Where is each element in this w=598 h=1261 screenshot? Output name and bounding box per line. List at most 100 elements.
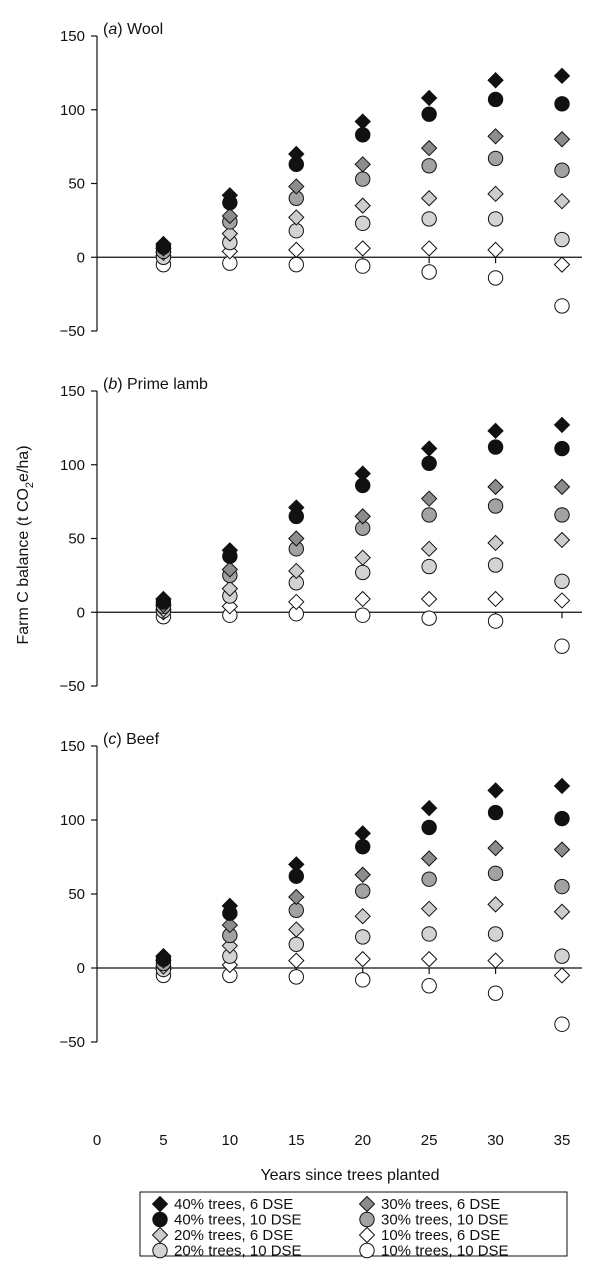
data-point-s20-10 bbox=[421, 926, 437, 942]
data-point-s10-6 bbox=[420, 240, 438, 257]
data-point-s40-6 bbox=[288, 145, 305, 163]
data-point-s20-10 bbox=[554, 948, 570, 964]
data-point-s40-10 bbox=[487, 439, 504, 455]
data-point-s30-6 bbox=[420, 850, 438, 867]
data-point-s20-6 bbox=[288, 562, 305, 580]
legend-label: 20% trees, 6 DSE bbox=[174, 1227, 293, 1244]
data-point-s40-10 bbox=[355, 838, 371, 855]
x-tick-label: 5 bbox=[159, 1132, 167, 1149]
y-tick-label: 0 bbox=[77, 249, 85, 266]
legend: 40% trees, 6 DSE 30% trees, 6 DSE 40% tree… bbox=[139, 1191, 568, 1260]
data-point-s30-6 bbox=[487, 478, 504, 496]
data-point-s40-6 bbox=[288, 856, 305, 873]
data-point-s20-10 bbox=[355, 929, 371, 945]
y-tick-label: 100 bbox=[60, 812, 85, 829]
data-point-s30-10 bbox=[487, 150, 504, 167]
panel-c: 150 100 50 0 −50 (c) Beef bbox=[60, 731, 582, 1051]
data-point-s20-10 bbox=[487, 926, 504, 942]
data-point-s20-10 bbox=[355, 215, 371, 232]
data-point-s10-6 bbox=[354, 240, 371, 257]
data-point-s20-10 bbox=[288, 936, 304, 953]
data-point-s10-6 bbox=[487, 241, 504, 259]
data-point-s10-10 bbox=[355, 258, 371, 274]
data-point-s20-6 bbox=[487, 896, 504, 913]
data-point-s30-6 bbox=[221, 561, 239, 578]
data-point-s10-6 bbox=[354, 590, 371, 608]
data-point-s30-10 bbox=[421, 158, 437, 174]
data-point-s20-6 bbox=[354, 197, 371, 214]
data-point-s10-6 bbox=[288, 241, 305, 259]
x-tick-label: 0 bbox=[93, 1132, 101, 1149]
legend-marker-s10-10 bbox=[359, 1242, 375, 1259]
x-tick-label: 25 bbox=[421, 1132, 438, 1149]
data-point-s30-10 bbox=[355, 883, 371, 899]
y-tick-label: 50 bbox=[68, 531, 85, 548]
data-point-s30-6 bbox=[553, 841, 571, 858]
data-point-s40-10 bbox=[554, 440, 570, 457]
legend-label: 40% trees, 10 DSE bbox=[174, 1212, 302, 1229]
data-point-s30-6 bbox=[221, 207, 239, 225]
data-point-s40-6 bbox=[288, 499, 305, 516]
data-point-s30-10 bbox=[421, 871, 437, 887]
y-tick-label: 150 bbox=[60, 738, 85, 755]
data-point-s30-10 bbox=[288, 902, 304, 918]
data-point-s40-6 bbox=[487, 782, 504, 799]
data-point-s30-6 bbox=[553, 478, 571, 496]
panel-a: 150 100 50 0 −50 (a) Wool bbox=[60, 21, 582, 340]
y-tick-label: 0 bbox=[77, 960, 85, 977]
data-point-s40-6 bbox=[487, 72, 504, 89]
legend-label: 20% trees, 10 DSE bbox=[174, 1243, 302, 1260]
panel-title: (c) Beef bbox=[103, 731, 160, 748]
data-point-s20-10 bbox=[487, 557, 504, 573]
legend-marker-s10-6 bbox=[358, 1226, 376, 1244]
data-point-s40-6 bbox=[155, 590, 172, 608]
data-point-s10-6 bbox=[420, 590, 438, 608]
legend-label: 30% trees, 10 DSE bbox=[381, 1212, 509, 1229]
data-point-s20-6 bbox=[487, 185, 504, 203]
data-point-s20-6 bbox=[487, 534, 504, 552]
data-point-s10-6 bbox=[487, 590, 504, 608]
y-tick-label: −50 bbox=[60, 678, 85, 695]
data-point-s10-6 bbox=[553, 256, 571, 273]
legend-marker-s40-6 bbox=[151, 1195, 169, 1213]
data-point-s10-10 bbox=[554, 1016, 570, 1032]
panel-title: (a) Wool bbox=[103, 21, 163, 38]
legend-label: 10% trees, 10 DSE bbox=[381, 1243, 509, 1260]
data-point-s20-10 bbox=[421, 211, 437, 227]
data-point-s30-6 bbox=[420, 490, 438, 507]
legend-items: 40% trees, 6 DSE 30% trees, 6 DSE 40% tree… bbox=[151, 1195, 509, 1260]
data-point-s40-10 bbox=[487, 804, 504, 821]
data-point-s30-6 bbox=[288, 178, 305, 195]
data-point-s30-6 bbox=[288, 530, 305, 547]
data-point-s40-10 bbox=[487, 91, 504, 108]
data-point-s10-10 bbox=[554, 638, 570, 654]
y-tick-label: 50 bbox=[68, 886, 85, 903]
data-point-s40-6 bbox=[420, 799, 438, 817]
legend-marker-s40-10 bbox=[152, 1211, 168, 1228]
data-point-s10-6 bbox=[288, 593, 305, 611]
data-point-s20-10 bbox=[554, 231, 570, 248]
data-point-s20-6 bbox=[420, 540, 438, 558]
panel-b: 150 100 50 0 −50 (b) Prime lamb bbox=[60, 376, 582, 695]
legend-marker-s30-10 bbox=[359, 1211, 375, 1228]
data-point-s40-10 bbox=[554, 96, 570, 112]
data-point-s30-6 bbox=[487, 839, 504, 857]
data-point-s40-6 bbox=[420, 89, 438, 107]
data-point-s10-10 bbox=[355, 607, 371, 623]
data-point-s20-6 bbox=[553, 531, 571, 549]
data-point-s30-6 bbox=[487, 128, 504, 145]
data-point-s10-10 bbox=[288, 256, 304, 273]
y-tick-label: −50 bbox=[60, 323, 85, 340]
data-point-s40-10 bbox=[355, 127, 371, 143]
data-point-s40-6 bbox=[553, 416, 571, 434]
data-point-s30-10 bbox=[487, 498, 504, 514]
data-point-s30-10 bbox=[554, 507, 570, 523]
data-point-s40-6 bbox=[155, 235, 172, 253]
data-point-s40-6 bbox=[221, 187, 239, 204]
data-point-s40-6 bbox=[487, 422, 504, 440]
data-point-s20-6 bbox=[221, 225, 239, 242]
data-point-s20-6 bbox=[420, 900, 438, 918]
data-point-s20-6 bbox=[354, 549, 371, 566]
data-point-s30-6 bbox=[288, 888, 305, 906]
